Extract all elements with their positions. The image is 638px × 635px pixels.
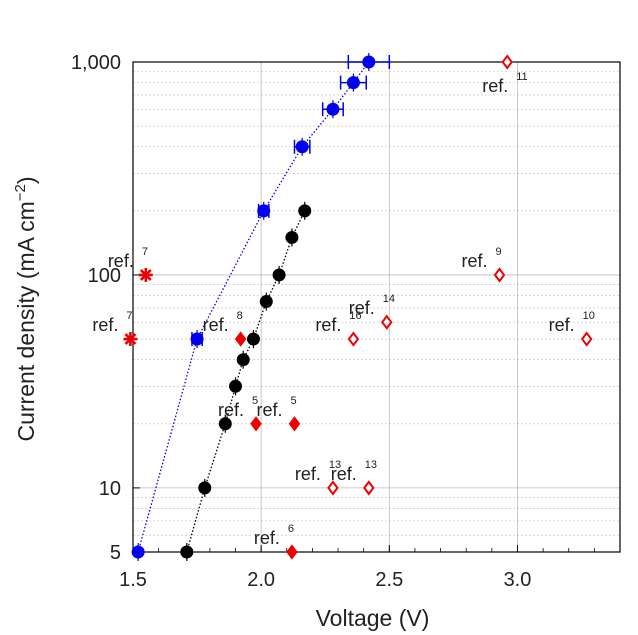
ref-diamond-filled-marker [286, 544, 298, 560]
ref-number: 7 [126, 310, 132, 322]
ref-diamond-open-marker [580, 331, 593, 347]
point-blue [131, 545, 145, 559]
ref-asterisk-stroke [124, 333, 137, 345]
axis-layer [132, 61, 621, 553]
ref-label: ref. [218, 400, 244, 420]
point-black [285, 230, 299, 244]
ref-label: ref. [349, 298, 375, 318]
ref-diamond-open-marker [363, 480, 375, 496]
point-black [246, 332, 260, 346]
y-axis-title-main: Current density (mA cm [13, 201, 39, 441]
ref-label: ref. [254, 528, 280, 548]
ref-asterisk-stroke [139, 269, 152, 281]
ref-number: 16 [349, 310, 361, 322]
ref-number: 5 [290, 395, 296, 407]
point-blue [257, 204, 271, 218]
ref-diamond-open-marker [381, 314, 393, 330]
point-black [236, 353, 250, 367]
point-blue [326, 102, 340, 116]
grid-layer [132, 62, 620, 553]
ref-number: 14 [383, 293, 395, 305]
x-tick-label: 3.0 [504, 569, 532, 591]
point-blue [346, 76, 360, 90]
ref-label: ref. [295, 464, 321, 484]
point-blue [190, 332, 204, 346]
ref-label: ref. [331, 464, 357, 484]
point-black [180, 545, 194, 559]
ref-diamond-open-marker [347, 331, 360, 347]
reference-points [123, 54, 593, 560]
x-tick-label: 1.5 [119, 569, 147, 591]
y-tick-label: 10 [99, 478, 121, 500]
y-axis-title: Current density (mA cm−2) [12, 176, 39, 441]
ref-label: ref. [549, 315, 575, 335]
ref-diamond-filled-marker [234, 331, 247, 347]
x-tick-label: 2.5 [375, 569, 403, 591]
ref-number: 9 [496, 246, 502, 258]
axis-labels: 1.5 2.0 2.5 3.0 5 10 100 1,000 Voltage (V) Curren… [12, 52, 595, 631]
ref-diamond-open-marker [493, 267, 506, 283]
point-blue [362, 55, 376, 69]
ref-number: 11 [516, 71, 527, 83]
x-axis-title: Voltage (V) [316, 605, 430, 631]
ref-label: ref. [108, 251, 134, 271]
ref-label: ref. [315, 315, 341, 335]
y-axis-title-close: ) [13, 176, 39, 184]
ref-diamond-filled-marker [250, 416, 262, 432]
ref-label: ref. [203, 315, 229, 335]
ref-asterisk-marker [138, 267, 153, 282]
ref-label: ref. [92, 315, 118, 335]
point-black [259, 295, 273, 309]
point-black [229, 379, 243, 393]
point-black [298, 204, 312, 218]
ref-number: 7 [142, 246, 148, 258]
y-tick-label: 100 [88, 265, 121, 287]
point-black [198, 481, 212, 495]
point-black [218, 417, 232, 431]
y-tick-label: 5 [110, 542, 121, 564]
ref-label: ref. [256, 400, 282, 420]
x-tick-label: 2.0 [247, 569, 275, 591]
y-tick-label: 1,000 [71, 52, 121, 74]
ref-number: 13 [329, 459, 341, 471]
point-blue [295, 140, 309, 154]
point-black [272, 268, 286, 282]
ref-label: ref. [462, 251, 488, 271]
y-axis-title-superscript: −2 [12, 184, 29, 201]
series-points [131, 53, 391, 561]
ref-diamond-open-marker [501, 54, 513, 70]
ref-number: 8 [237, 310, 243, 322]
ref-diamond-filled-marker [288, 416, 301, 432]
ref-diamond-open-marker [327, 480, 339, 496]
plot-frame [132, 61, 621, 553]
ref-number: 5 [252, 395, 258, 407]
ref-number: 6 [288, 523, 294, 535]
series-line-black [186, 210, 306, 553]
ref-label: ref. [482, 76, 508, 96]
ref-asterisk-marker [123, 332, 138, 347]
ref-number: 10 [583, 310, 595, 322]
ref-number: 13 [365, 459, 377, 471]
